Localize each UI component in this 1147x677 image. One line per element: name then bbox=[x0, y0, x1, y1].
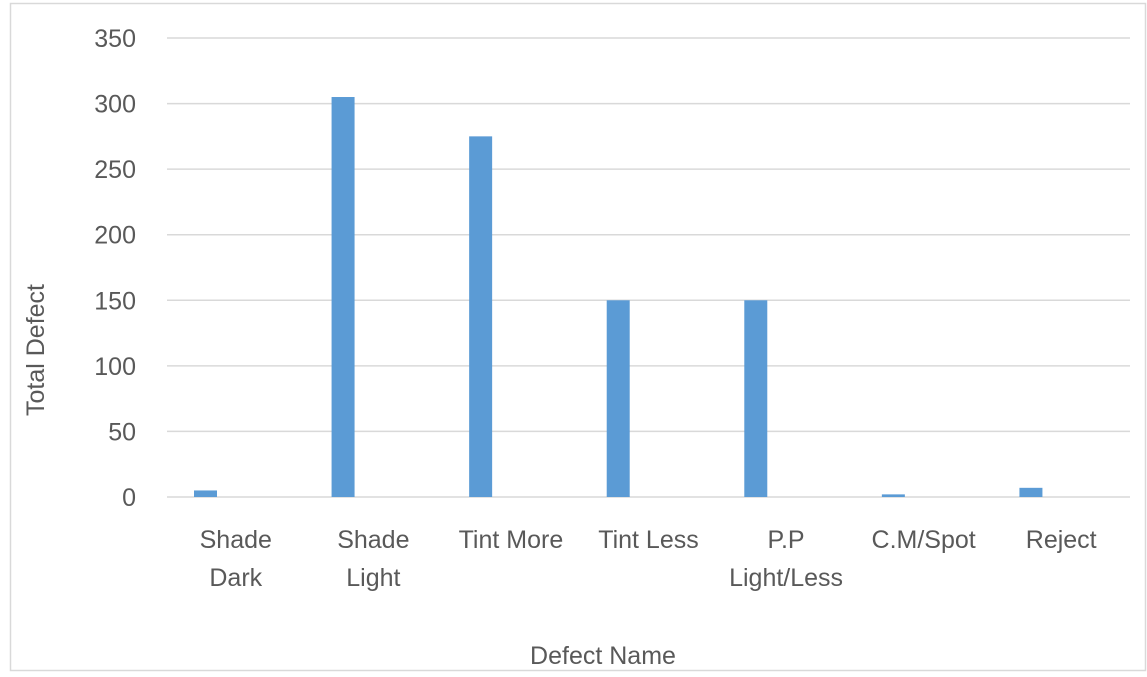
x-category-label: Reject bbox=[1026, 526, 1097, 554]
x-category-label: Shade Dark bbox=[200, 526, 272, 592]
bar bbox=[194, 490, 217, 497]
y-axis-ticks: 0 50 100 150 200 250 300 350 bbox=[94, 25, 136, 512]
x-axis-categories: Shade Dark Shade Light Tint More Tint Less P.P… bbox=[200, 526, 1097, 592]
chart-border bbox=[9, 2, 1147, 672]
y-axis-title: Total Defect bbox=[22, 284, 50, 416]
bar bbox=[881, 494, 905, 497]
x-category-label: Tint More bbox=[459, 526, 564, 554]
bar bbox=[331, 97, 355, 497]
bar bbox=[1019, 487, 1043, 497]
bar bbox=[469, 136, 493, 497]
y-tick-label: 100 bbox=[94, 353, 136, 381]
y-tick-label: 200 bbox=[94, 222, 136, 250]
x-category-label: Shade Light bbox=[337, 526, 409, 592]
bar bbox=[744, 300, 768, 497]
x-axis-title: Defect Name bbox=[530, 642, 676, 670]
bars bbox=[194, 97, 1043, 497]
y-tick-label: 250 bbox=[94, 156, 136, 184]
y-tick-label: 0 bbox=[122, 484, 136, 512]
y-tick-label: 300 bbox=[94, 91, 136, 119]
y-tick-label: 150 bbox=[94, 287, 136, 315]
bar bbox=[606, 300, 630, 497]
x-category-label: C.M/Spot bbox=[872, 526, 976, 554]
gridlines bbox=[167, 37, 1130, 498]
y-tick-label: 50 bbox=[108, 418, 136, 446]
y-tick-label: 350 bbox=[94, 25, 136, 53]
x-category-label: P.P Light/Less bbox=[729, 526, 843, 592]
x-category-label: Tint Less bbox=[598, 526, 699, 554]
